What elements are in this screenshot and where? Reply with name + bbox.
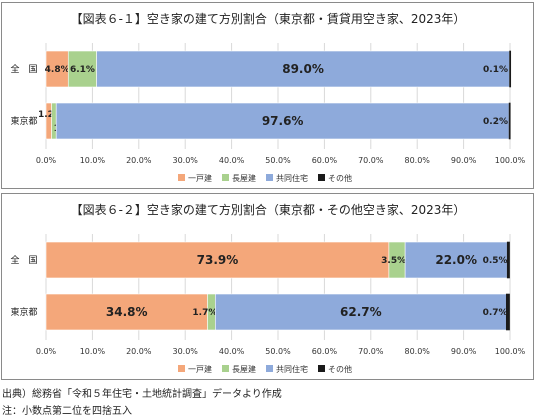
x-tick-label: 40.0% — [219, 347, 245, 356]
x-tick-label: 50.0% — [265, 156, 291, 165]
data-label: 1.2% — [38, 110, 63, 120]
x-tick-label: 20.0% — [126, 347, 152, 356]
x-tick-label: 80.0% — [404, 156, 430, 165]
data-label: 3.5% — [381, 256, 406, 266]
legend-swatch — [222, 365, 229, 372]
data-label: 0.5% — [483, 256, 508, 266]
x-tick-label: 70.0% — [358, 347, 384, 356]
chart-title: 【図表６-１】空き家の建て方別割合（東京都・賃貸用空き家、2023年） — [71, 11, 466, 26]
category-label: 全 国 — [10, 63, 37, 75]
legend-swatch — [178, 174, 185, 181]
bar-segment — [45, 293, 208, 331]
legend-swatch — [178, 365, 185, 372]
legend-swatch — [222, 174, 229, 181]
data-label: 34.8% — [106, 305, 148, 319]
data-label: 1.7% — [192, 308, 217, 318]
category-label: 全 国 — [10, 254, 37, 266]
data-label: 0.2% — [483, 117, 508, 127]
legend-swatch — [266, 174, 273, 181]
legend-label: 共同住宅 — [276, 364, 308, 374]
legend-swatch — [318, 365, 325, 372]
x-tick-label: 0.0% — [36, 156, 57, 165]
legend-label: 一戸建 — [188, 364, 212, 374]
x-tick-label: 10.0% — [80, 347, 106, 356]
x-tick-label: 10.0% — [80, 156, 106, 165]
category-label: 東京都 — [10, 115, 37, 127]
data-label: 97.6% — [262, 114, 304, 128]
legend-swatch — [266, 365, 273, 372]
x-tick-label: 60.0% — [312, 156, 338, 165]
bar-segment — [45, 241, 390, 279]
legend-label: 長屋建 — [232, 364, 256, 374]
bar-segment — [508, 102, 511, 140]
x-tick-label: 0.0% — [36, 347, 57, 356]
chart-1-svg: 【図表６-１】空き家の建て方別割合（東京都・賃貸用空き家、2023年） 0.0% 1… — [10, 11, 526, 183]
bar-segment — [509, 50, 512, 88]
x-tick-label: 100.0% — [495, 156, 526, 165]
legend-label: その他 — [328, 173, 352, 183]
x-tick-label: 20.0% — [126, 156, 152, 165]
bar-segment — [404, 241, 508, 279]
data-label: 89.0% — [282, 62, 324, 76]
data-label: 0.1% — [483, 65, 508, 75]
data-label: 6.1% — [70, 65, 95, 75]
legend-label: 長屋建 — [232, 173, 256, 183]
x-tick-label: 90.0% — [451, 347, 477, 356]
chart-2-svg: 【図表６-２】空き家の建て方別割合（東京都・その他空き家、2023年） 0.0% 1… — [10, 202, 526, 374]
data-label: 62.7% — [340, 305, 382, 319]
bar-segment — [506, 241, 510, 279]
bar-segment — [55, 102, 510, 140]
source-note: 出典）総務省「令和５年住宅・土地統計調査」データより作成 — [2, 389, 282, 400]
x-tick-label: 50.0% — [265, 347, 291, 356]
x-tick-label: 100.0% — [495, 347, 526, 356]
legend-label: 共同住宅 — [276, 173, 308, 183]
bar-segment — [215, 293, 507, 331]
x-tick-label: 70.0% — [358, 156, 384, 165]
chart-title: 【図表６-２】空き家の建て方別割合（東京都・その他空き家、2023年） — [71, 202, 466, 217]
data-label: 22.0% — [435, 253, 477, 267]
data-label: 4.8% — [45, 65, 70, 75]
rounding-note: 注：小数点第二位を四捨五入 — [2, 406, 132, 417]
x-tick-label: 60.0% — [312, 347, 338, 356]
bar-segment — [505, 293, 510, 331]
x-tick-label: 90.0% — [451, 156, 477, 165]
x-tick-label: 40.0% — [219, 156, 245, 165]
category-label: 東京都 — [10, 306, 37, 318]
legend-swatch — [318, 174, 325, 181]
x-tick-label: 80.0% — [404, 347, 430, 356]
data-label: 73.9% — [197, 253, 239, 267]
legend-label: 一戸建 — [188, 173, 212, 183]
legend-label: その他 — [328, 364, 352, 374]
chart-panel-1: 【図表６-１】空き家の建て方別割合（東京都・賃貸用空き家、2023年） 0.0% 1… — [1, 2, 534, 189]
chart-panel-2: 【図表６-２】空き家の建て方別割合（東京都・その他空き家、2023年） 0.0% 1… — [1, 193, 534, 380]
bar-segment — [45, 102, 52, 140]
data-label: 0.7% — [483, 308, 508, 318]
x-tick-label: 30.0% — [172, 347, 198, 356]
x-tick-label: 30.0% — [172, 156, 198, 165]
